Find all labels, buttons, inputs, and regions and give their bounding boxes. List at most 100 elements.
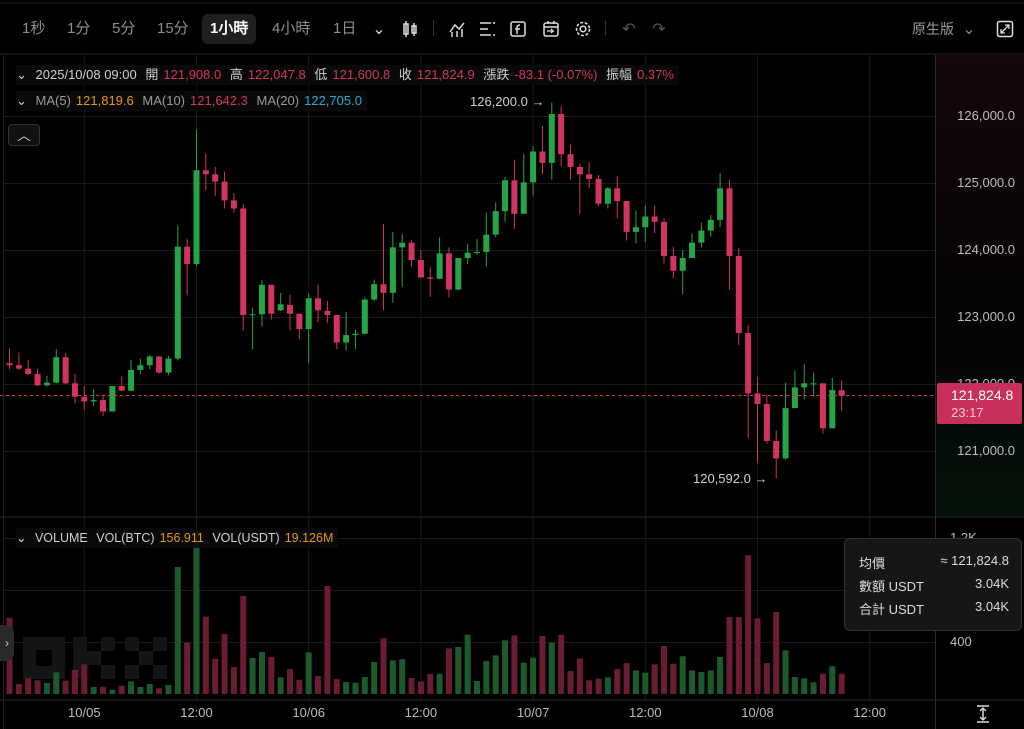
version-select[interactable]: 原生版 [912,21,954,37]
candle [43,375,50,387]
volume-bar [53,672,60,694]
candle-body [333,314,340,343]
drawing-lines-icon[interactable] [476,18,498,40]
function-icon[interactable] [507,18,529,40]
calendar-icon[interactable] [540,18,562,40]
time-axis-label: 12:00 [180,705,213,720]
ma10-label: MA(10) [142,93,186,108]
close-value: 121,824.9 [416,67,475,82]
candle [333,314,340,350]
candle-body [436,253,443,279]
volume-bar [651,664,658,694]
legend-collapse-icon[interactable]: ⌄ [16,67,27,82]
volume-bar [352,682,359,694]
candle-body [502,180,509,212]
volume-bar [34,680,41,694]
interval-1s[interactable]: 1秒 [22,20,46,37]
interval-1m[interactable]: 1分 [67,20,91,37]
candle-body [651,216,658,222]
current-price-tag: 121,824.8 23:17 [937,383,1022,424]
candle [53,349,60,384]
volume-bar [511,635,518,694]
okx-watermark [23,637,167,679]
volume-bar [324,585,331,694]
candle-body [146,356,153,366]
interval-1h[interactable]: 1小時 [202,14,257,44]
collapse-legend-button[interactable]: ︿ [8,124,40,146]
candle-type-icon[interactable] [399,18,421,40]
redo-icon[interactable]: ↷ [652,21,666,38]
candle-body [315,298,322,311]
candle [128,359,135,392]
volume-bar [492,655,499,694]
candle [6,348,13,370]
candle-body [380,284,387,293]
candle [380,223,387,311]
candle-body [530,151,537,183]
candle [100,394,106,417]
volume-bar [539,636,546,694]
price-axis-label: 126,000.0 [957,108,1015,123]
volume-bar [62,680,69,694]
candle-body [726,188,733,257]
more-intervals-chevron-icon[interactable]: ⌄ [372,21,386,38]
fullscreen-icon[interactable] [994,18,1016,40]
open-label: 開 [145,67,159,82]
expand-panel-handle[interactable]: › [0,625,14,661]
vol-usdt-label: VOL(USDT) [212,531,280,545]
volume-collapse-icon[interactable]: ⌄ [16,531,27,545]
candle [389,231,396,303]
volume-bar [502,640,509,694]
legend-datetime: 2025/10/08 09:00 [35,67,137,82]
volume-bar [679,656,686,694]
candle [137,358,144,374]
candle-body [427,277,434,279]
auto-scale-icon[interactable] [974,704,992,724]
candle-body [474,252,480,254]
candle [71,373,78,404]
time-axis-label: 12:00 [853,705,886,720]
volume-bar [174,566,181,694]
volume-bar [735,617,742,694]
candle-body [819,383,826,429]
volume-bar [754,618,761,694]
avg-price-label: 均價 [859,556,886,571]
interval-5m[interactable]: 5分 [112,20,136,37]
candle [25,359,32,376]
indicators-icon[interactable] [446,18,468,40]
volume-bar [277,677,284,694]
candle-body [689,242,696,259]
interval-1d[interactable]: 1日 [333,20,357,37]
version-chevron-icon[interactable]: ⌄ [962,21,976,38]
settings-gear-icon[interactable] [572,18,594,40]
volume-bar [399,659,406,694]
candle-body [71,383,78,397]
volume-bar [595,678,602,694]
candle [296,313,303,340]
candle [474,239,480,255]
ma-collapse-icon[interactable]: ⌄ [16,93,27,108]
volume-bar [530,657,537,694]
candle [436,237,443,279]
candle-body [782,408,789,459]
candle-body [43,382,50,386]
volume-bar [810,682,817,694]
undo-icon[interactable]: ↶ [622,21,636,38]
interval-4h[interactable]: 4小時 [272,20,311,37]
candle [586,162,593,189]
candle-countdown: 23:17 [951,405,984,420]
interval-15m[interactable]: 15分 [157,20,189,37]
candle-body [221,181,228,201]
candle [576,163,583,214]
candle [464,243,471,265]
volume-bar [726,617,733,694]
price-axis-label: 121,000.0 [957,443,1015,458]
volume-bar [184,642,191,694]
amplitude-label: 振幅 [606,67,633,82]
candle [90,389,97,407]
candle [726,179,733,291]
candle-body [773,440,780,459]
volume-axis-label: 400 [950,634,972,649]
candle-body [492,211,499,235]
